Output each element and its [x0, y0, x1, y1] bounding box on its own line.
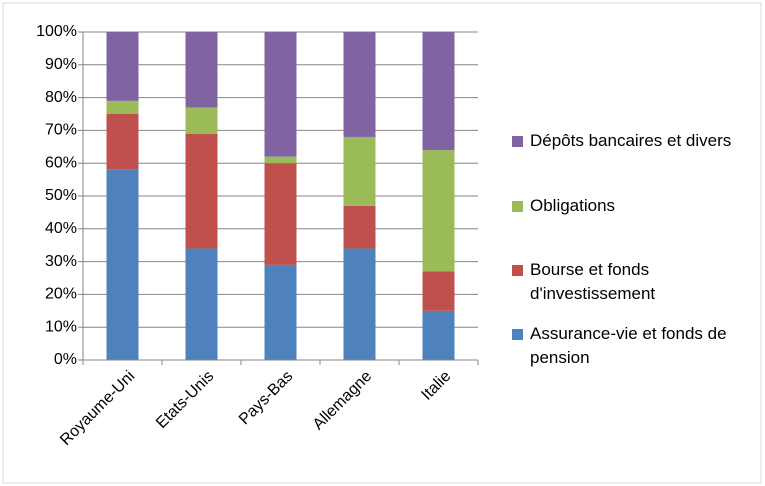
- bar-segment: [422, 150, 455, 272]
- y-tick-label: 60%: [45, 154, 77, 171]
- legend-label: Assurance-vie et fonds de pension: [530, 324, 727, 367]
- bar-segment: [422, 271, 455, 311]
- bar-segment: [185, 107, 218, 134]
- legend-swatch: [512, 265, 523, 276]
- bar-segment: [343, 32, 376, 137]
- legend-entry: Bourse et fonds d'investissement: [512, 258, 757, 306]
- y-tick-label: 70%: [45, 122, 77, 139]
- y-tick-label: 20%: [45, 286, 77, 303]
- x-tick-label: Allemagne: [310, 368, 376, 434]
- y-tick-label: 40%: [45, 220, 77, 237]
- y-tick-label: 10%: [45, 318, 77, 335]
- bar-segment: [106, 169, 139, 360]
- bar-segment: [185, 248, 218, 360]
- bar-segment: [264, 163, 297, 265]
- y-tick-label: 90%: [45, 56, 77, 73]
- legend-swatch: [512, 136, 523, 147]
- y-tick-label: 30%: [45, 253, 77, 270]
- bar-segment: [185, 133, 218, 249]
- bar-segment: [185, 32, 218, 108]
- legend-label: Dépôts bancaires et divers: [530, 131, 732, 150]
- legend-entry: Dépôts bancaires et divers: [512, 129, 757, 153]
- bar-segment: [343, 136, 376, 206]
- x-tick-label: Pays-Bas: [236, 368, 296, 428]
- bar-segment: [106, 100, 139, 114]
- x-tick-label: Etats-Unis: [153, 368, 217, 432]
- legend-entry: Assurance-vie et fonds de pension: [512, 322, 757, 370]
- legend-label: Obligations: [530, 196, 616, 215]
- y-tick-label: 0%: [54, 351, 77, 368]
- y-tick-label: 80%: [45, 89, 77, 106]
- x-tick-label: Italie: [418, 368, 454, 404]
- bar-segment: [106, 32, 139, 101]
- bar-segment: [264, 264, 297, 360]
- bar-segment: [264, 156, 297, 164]
- legend-entry: Obligations: [512, 194, 757, 218]
- legend-swatch: [512, 329, 523, 340]
- bar-segment: [422, 32, 455, 151]
- legend-label: Bourse et fonds d'investissement: [530, 260, 656, 303]
- x-tick-label: Royaume-Uni: [57, 368, 138, 449]
- bar-segment: [343, 205, 376, 249]
- y-tick-label: 100%: [36, 23, 77, 40]
- legend-swatch: [512, 201, 523, 212]
- bar-segment: [106, 114, 139, 170]
- bar-segment: [264, 32, 297, 157]
- y-tick-label: 50%: [45, 187, 77, 204]
- bar-segment: [422, 310, 455, 360]
- bar-segment: [343, 248, 376, 360]
